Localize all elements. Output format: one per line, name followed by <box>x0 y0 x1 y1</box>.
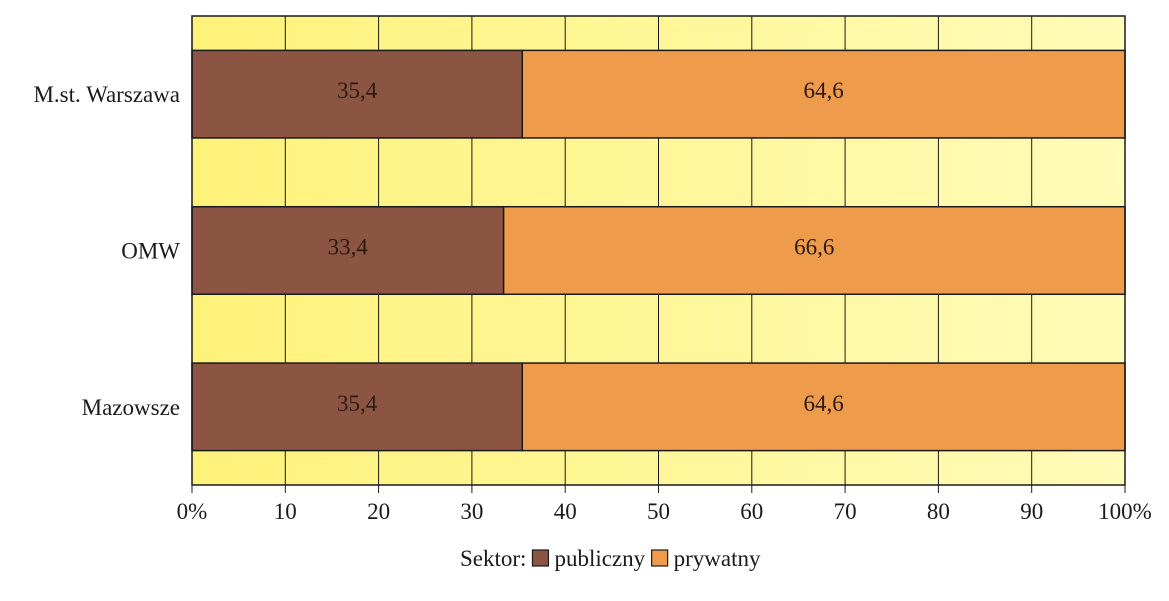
x-tick-label: 80 <box>927 499 950 524</box>
bars: 35,4 64,6 33,4 66,6 35,4 64,6 <box>191 49 1126 452</box>
x-tick-label: 40 <box>554 499 577 524</box>
x-tick-label: 90 <box>1020 499 1043 524</box>
data-label: 66,6 <box>794 235 834 260</box>
data-label: 64,6 <box>804 391 844 416</box>
category-label: OMW <box>121 239 180 264</box>
category-label: M.st. Warszawa <box>33 82 180 107</box>
x-tick-label: 50 <box>647 499 670 524</box>
x-tick-label: 10 <box>274 499 297 524</box>
x-tick-label: 70 <box>834 499 857 524</box>
x-tick-label: 0% <box>177 499 208 524</box>
legend-label-publiczny: publiczny <box>554 546 645 571</box>
bar-publiczny <box>191 205 505 296</box>
bar-publiczny <box>191 362 524 452</box>
legend-swatch-prywatny <box>651 549 669 567</box>
category-label: Mazowsze <box>82 395 180 420</box>
x-tick-label: 20 <box>367 499 390 524</box>
x-tick-label: 30 <box>460 499 483 524</box>
data-label: 64,6 <box>804 78 844 103</box>
x-tick-label: 100% <box>1098 499 1152 524</box>
x-axis-ticks: 0% 10 20 30 40 50 60 70 80 90 100% <box>177 485 1152 524</box>
y-axis-categories: M.st. Warszawa OMW Mazowsze <box>33 82 180 420</box>
x-tick-label: 60 <box>740 499 763 524</box>
data-label: 33,4 <box>328 235 369 260</box>
legend: Sektor: publiczny prywatny <box>460 546 761 571</box>
data-label: 35,4 <box>337 391 378 416</box>
legend-title: Sektor: <box>460 546 526 571</box>
data-label: 35,4 <box>337 78 378 103</box>
legend-label-prywatny: prywatny <box>674 546 761 571</box>
legend-swatch-publiczny <box>531 549 550 567</box>
bar-prywatny <box>521 362 1126 452</box>
